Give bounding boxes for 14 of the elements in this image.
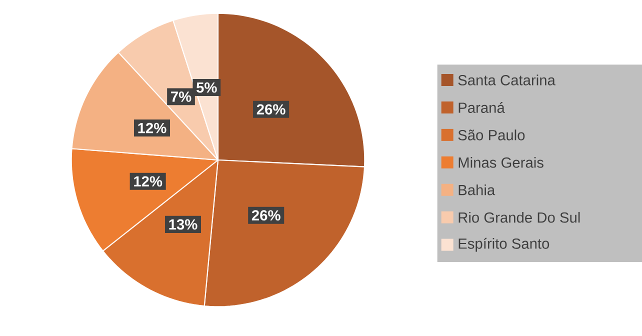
- data-label: 12%: [134, 176, 162, 187]
- data-label: 12%: [138, 122, 166, 134]
- legend-label: Minas Gerais: [458, 157, 544, 168]
- data-label: 5%: [196, 82, 217, 93]
- legend-label: Bahia: [458, 184, 496, 196]
- data-label: 7%: [171, 92, 192, 102]
- legend-label: Santa Catarina: [458, 74, 556, 86]
- legend-label: São Paulo: [458, 130, 525, 140]
- legend-label: Paraná: [458, 102, 505, 113]
- data-label: 13%: [169, 219, 198, 230]
- legend-label: Rio Grande Do Sul: [458, 212, 580, 223]
- data-label: 26%: [256, 104, 286, 115]
- legend-label: Espírito Santo: [458, 238, 550, 252]
- data-label: 26%: [252, 210, 280, 221]
